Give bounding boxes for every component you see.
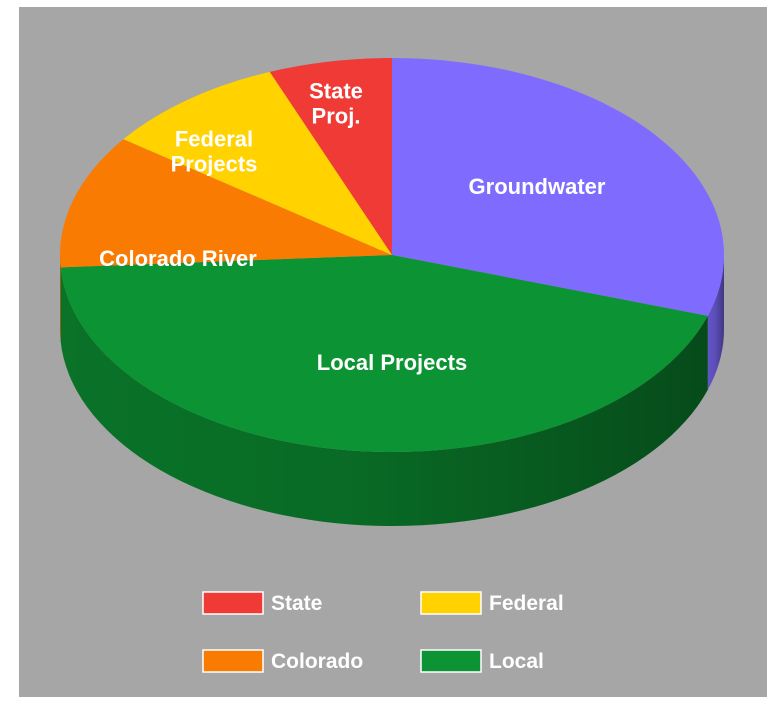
pie-side-shade-colorado bbox=[60, 255, 61, 342]
pie-slice-groundwater bbox=[392, 58, 724, 316]
pie-tops bbox=[60, 58, 724, 453]
slice-label-groundwater: Groundwater bbox=[469, 174, 606, 199]
legend-swatch-local bbox=[420, 649, 482, 673]
legend-item-state: State bbox=[202, 591, 322, 615]
slice-label-federal: Federal Projects bbox=[171, 127, 258, 177]
legend-label-local: Local bbox=[489, 650, 544, 673]
pie-slice-colorado bbox=[60, 139, 393, 268]
legend-swatch-state bbox=[202, 591, 264, 615]
pie-slice-state bbox=[269, 58, 392, 255]
slice-label-state: State Proj. bbox=[309, 79, 363, 129]
pie-side-shade-groundwater bbox=[707, 255, 724, 390]
legend-label-colorado: Colorado bbox=[271, 650, 363, 673]
slice-label-local: Local Projects bbox=[317, 350, 467, 375]
legend-item-colorado: Colorado bbox=[202, 649, 363, 673]
pie-labels: Groundwater Local Projects Colorado River F… bbox=[99, 79, 606, 376]
pie-slice-federal bbox=[123, 71, 392, 255]
pie-sides bbox=[60, 255, 724, 527]
pie-side-shade-local bbox=[60, 267, 708, 527]
legend-swatch-federal bbox=[420, 591, 482, 615]
legend-label-state: State bbox=[271, 592, 322, 615]
legend: State Federal Colorado Local bbox=[202, 591, 564, 673]
slice-label-colorado: Colorado River bbox=[99, 246, 257, 271]
legend-swatch-colorado bbox=[202, 649, 264, 673]
legend-item-federal: Federal bbox=[420, 591, 564, 615]
pie-slice-local bbox=[60, 255, 708, 453]
legend-item-local: Local bbox=[420, 649, 544, 673]
legend-label-federal: Federal bbox=[489, 592, 564, 615]
